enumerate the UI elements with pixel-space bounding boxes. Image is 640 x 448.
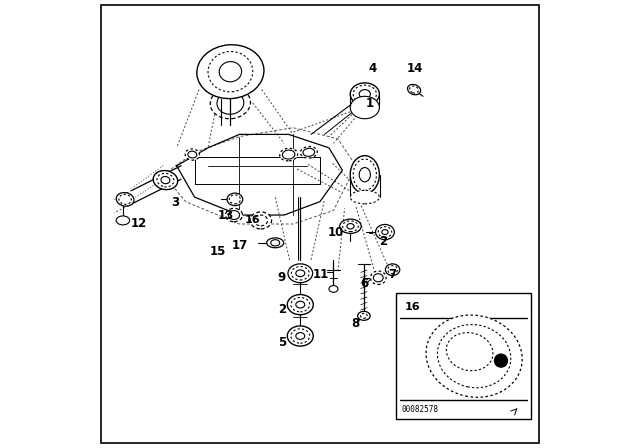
Ellipse shape bbox=[329, 286, 338, 293]
Ellipse shape bbox=[340, 219, 361, 233]
Text: 16: 16 bbox=[245, 215, 260, 224]
Ellipse shape bbox=[282, 150, 295, 159]
Ellipse shape bbox=[382, 230, 388, 235]
Ellipse shape bbox=[353, 159, 376, 190]
Ellipse shape bbox=[296, 270, 305, 277]
Text: 8: 8 bbox=[351, 317, 359, 330]
Text: 13: 13 bbox=[218, 209, 234, 223]
Ellipse shape bbox=[426, 315, 522, 397]
Ellipse shape bbox=[296, 332, 305, 340]
Ellipse shape bbox=[360, 314, 367, 318]
Ellipse shape bbox=[373, 274, 383, 282]
Text: 00082578: 00082578 bbox=[401, 405, 438, 414]
Ellipse shape bbox=[353, 85, 376, 103]
Ellipse shape bbox=[296, 301, 305, 308]
Ellipse shape bbox=[116, 193, 134, 206]
Ellipse shape bbox=[220, 61, 241, 82]
Text: 17: 17 bbox=[232, 239, 248, 252]
Ellipse shape bbox=[254, 215, 268, 226]
Ellipse shape bbox=[157, 173, 174, 187]
Ellipse shape bbox=[385, 264, 400, 276]
Ellipse shape bbox=[288, 264, 312, 283]
Ellipse shape bbox=[291, 267, 309, 280]
Text: 2: 2 bbox=[278, 302, 286, 316]
Text: 7: 7 bbox=[388, 267, 397, 281]
Ellipse shape bbox=[267, 238, 284, 248]
Ellipse shape bbox=[347, 224, 354, 229]
Ellipse shape bbox=[161, 177, 170, 184]
Text: 14: 14 bbox=[407, 61, 423, 75]
Text: 6: 6 bbox=[361, 276, 369, 290]
Ellipse shape bbox=[229, 195, 241, 204]
Text: 5: 5 bbox=[278, 336, 286, 349]
Ellipse shape bbox=[153, 171, 178, 190]
Ellipse shape bbox=[280, 148, 298, 161]
Ellipse shape bbox=[287, 326, 314, 346]
Ellipse shape bbox=[287, 295, 314, 314]
Ellipse shape bbox=[376, 224, 394, 240]
Text: 12: 12 bbox=[131, 216, 147, 230]
Text: 16: 16 bbox=[404, 302, 420, 312]
FancyBboxPatch shape bbox=[101, 5, 539, 443]
Ellipse shape bbox=[350, 190, 380, 204]
Ellipse shape bbox=[408, 84, 420, 95]
Ellipse shape bbox=[271, 240, 280, 246]
Text: 11: 11 bbox=[313, 267, 329, 281]
Ellipse shape bbox=[388, 266, 397, 274]
Ellipse shape bbox=[350, 156, 380, 194]
Ellipse shape bbox=[208, 52, 253, 92]
Ellipse shape bbox=[371, 271, 386, 284]
Ellipse shape bbox=[437, 324, 511, 388]
Ellipse shape bbox=[227, 193, 243, 206]
Ellipse shape bbox=[291, 329, 310, 343]
Ellipse shape bbox=[228, 211, 239, 220]
Ellipse shape bbox=[378, 227, 392, 237]
Ellipse shape bbox=[197, 45, 264, 99]
Text: 9: 9 bbox=[278, 271, 286, 284]
Ellipse shape bbox=[303, 148, 315, 156]
Ellipse shape bbox=[359, 90, 371, 99]
Ellipse shape bbox=[359, 168, 371, 182]
Text: 10: 10 bbox=[328, 226, 344, 240]
Ellipse shape bbox=[185, 149, 200, 160]
Ellipse shape bbox=[225, 208, 243, 222]
Ellipse shape bbox=[116, 216, 130, 225]
Text: 3: 3 bbox=[172, 196, 180, 209]
Text: 2: 2 bbox=[379, 234, 387, 248]
Ellipse shape bbox=[291, 297, 310, 312]
Ellipse shape bbox=[358, 311, 370, 320]
Ellipse shape bbox=[217, 92, 244, 114]
Ellipse shape bbox=[410, 86, 419, 93]
Ellipse shape bbox=[350, 96, 380, 119]
Ellipse shape bbox=[350, 83, 380, 105]
Ellipse shape bbox=[446, 332, 493, 371]
Circle shape bbox=[494, 353, 508, 368]
Ellipse shape bbox=[188, 151, 196, 158]
Text: 1: 1 bbox=[365, 96, 373, 110]
Ellipse shape bbox=[250, 212, 271, 229]
Ellipse shape bbox=[342, 221, 358, 232]
Ellipse shape bbox=[300, 146, 317, 158]
Text: 15: 15 bbox=[210, 245, 226, 258]
Text: 4: 4 bbox=[369, 61, 377, 75]
Ellipse shape bbox=[211, 87, 250, 119]
FancyBboxPatch shape bbox=[396, 293, 531, 419]
Ellipse shape bbox=[119, 194, 131, 204]
